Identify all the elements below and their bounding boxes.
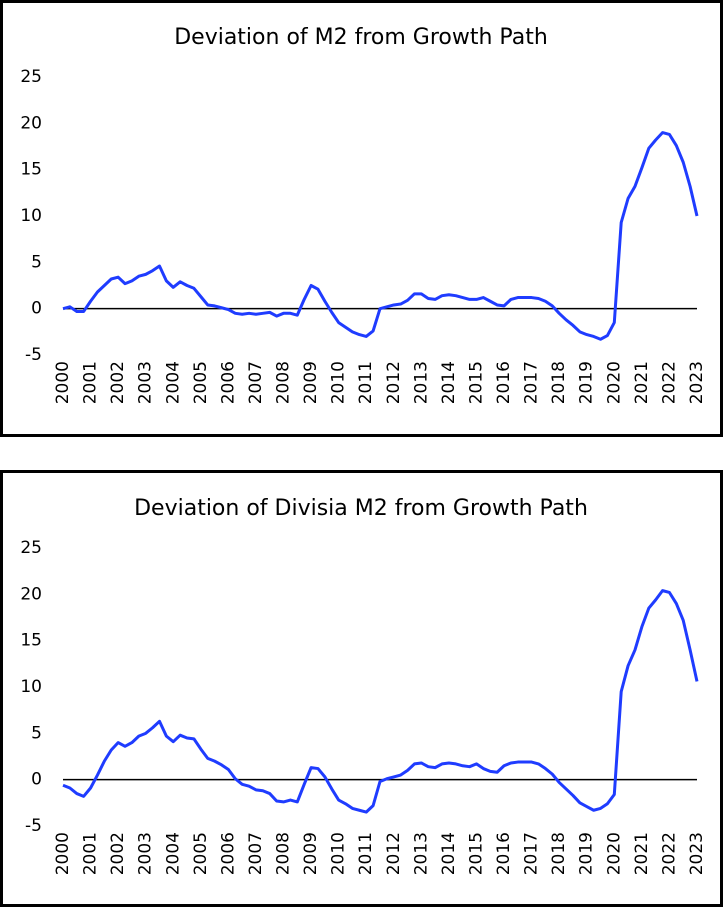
x-tick-label: 2008 [274,832,294,875]
x-tick-label: 2022 [659,832,679,875]
x-tick-label: 2008 [274,361,294,404]
y-tick-label: 15 [20,631,42,651]
y-tick-label: -5 [25,345,42,365]
chart-frame [0,470,723,907]
x-tick-label: 2002 [108,832,128,875]
line-series [62,589,699,814]
chart-frame [0,0,723,437]
x-tick-label: 2013 [411,361,431,404]
x-tick-label: 2023 [687,361,707,404]
y-tick-label: 0 [31,770,42,790]
x-tick-label: 2015 [466,832,486,875]
y-tick-label: 10 [20,677,42,697]
x-tick-label: 2000 [53,361,73,404]
x-tick-label: 2022 [659,361,679,404]
x-tick-label: 2018 [549,361,569,404]
x-tick-label: 2001 [81,832,101,875]
x-tick-label: 2006 [218,361,238,404]
x-tick-label: 2016 [494,832,514,875]
x-tick-label: 2017 [522,832,542,875]
y-tick-label: 20 [20,584,42,604]
x-tick-label: 2006 [218,832,238,875]
x-tick-label: 2020 [604,361,624,404]
x-tick-label: 2010 [329,361,349,404]
x-tick-label: 2004 [163,832,183,875]
x-tick-label: 2020 [604,832,624,875]
x-tick-label: 2015 [466,361,486,404]
x-tick-label: 2009 [301,361,321,404]
x-tick-label: 2009 [301,832,321,875]
x-tick-label: 2010 [329,832,349,875]
y-tick-label: 5 [31,252,42,272]
x-tick-label: 2000 [53,832,73,875]
y-tick-label: 25 [20,67,42,87]
x-tick-label: 2003 [136,361,156,404]
x-tick-label: 2014 [439,832,459,875]
x-tick-label: 2007 [246,832,266,875]
x-tick-label: 2011 [356,361,376,404]
x-tick-label: 2005 [191,361,211,404]
x-tick-label: 2021 [632,832,652,875]
x-tick-label: 2012 [384,361,404,404]
x-tick-label: 2013 [411,832,431,875]
line-series [62,131,699,341]
x-tick-label: 2019 [577,361,597,404]
chart-title: Deviation of M2 from Growth Path [174,25,548,50]
x-tick-label: 2004 [163,361,183,404]
chart-title: Deviation of Divisia M2 from Growth Path [134,496,588,521]
x-tick-label: 2014 [439,361,459,404]
y-tick-label: 25 [20,538,42,558]
x-tick-label: 2019 [577,832,597,875]
x-tick-label: 2021 [632,361,652,404]
x-tick-label: 2002 [108,361,128,404]
y-tick-label: 20 [20,113,42,133]
x-tick-label: 2005 [191,832,211,875]
y-tick-label: 5 [31,723,42,743]
x-tick-label: 2011 [356,832,376,875]
x-tick-label: 2016 [494,361,514,404]
x-tick-label: 2003 [136,832,156,875]
y-tick-label: 15 [20,160,42,180]
x-tick-label: 2001 [81,361,101,404]
x-tick-label: 2018 [549,832,569,875]
y-tick-label: 0 [31,299,42,319]
x-tick-label: 2017 [522,361,542,404]
x-tick-label: 2012 [384,832,404,875]
y-tick-label: 10 [20,206,42,226]
x-tick-label: 2023 [687,832,707,875]
y-tick-label: -5 [25,816,42,836]
x-tick-label: 2007 [246,361,266,404]
